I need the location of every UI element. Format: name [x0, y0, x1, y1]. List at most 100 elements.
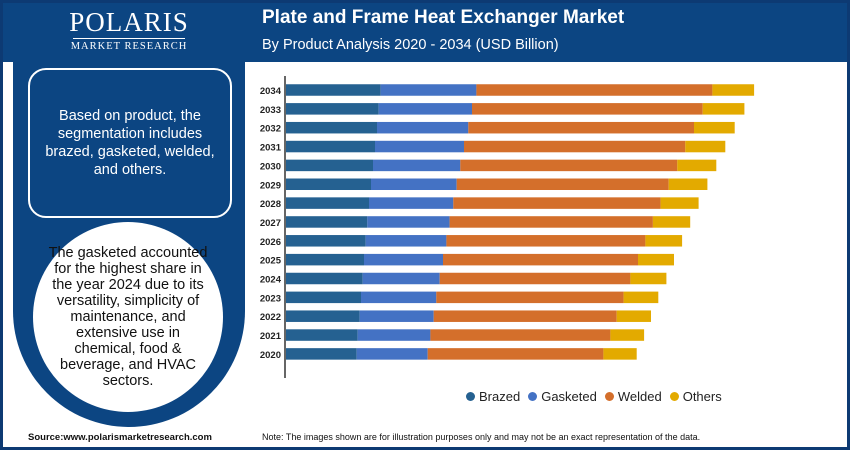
bar-welded-2020: [427, 348, 604, 360]
tick-label: 2021: [260, 331, 282, 342]
logo-divider: [73, 38, 185, 39]
legend-label: Gasketed: [541, 389, 597, 404]
bar-others-2029: [668, 178, 708, 190]
bar-gasketed-2021: [357, 329, 431, 341]
bar-others-2033: [702, 103, 745, 115]
bar-others-2025: [638, 253, 674, 266]
bar-brazed-2031: [286, 140, 375, 153]
legend-label: Brazed: [479, 389, 521, 404]
bar-gasketed-2025: [364, 253, 443, 266]
bar-gasketed-2026: [365, 235, 447, 247]
bar-brazed-2027: [286, 216, 368, 228]
bar-brazed-2021: [286, 329, 358, 341]
bar-others-2032: [694, 121, 735, 134]
chart-subtitle: By Product Analysis 2020 - 2034 (USD Bil…: [262, 37, 559, 53]
bar-brazed-2026: [286, 235, 366, 247]
segmentation-box: Based on product, the segmentation inclu…: [28, 68, 232, 218]
highlight-circle: The gasketed accounted for the highest s…: [33, 222, 223, 412]
bar-welded-2028: [453, 197, 661, 209]
tick-label: 2033: [260, 105, 281, 116]
tick-label: 2031: [260, 143, 282, 154]
legend-item-gasketed: Gasketed: [528, 389, 597, 404]
tick-label: 2029: [260, 180, 281, 191]
tick-label: 2034: [260, 86, 282, 97]
tick-label: 2020: [260, 350, 281, 361]
tick-label: 2022: [260, 312, 281, 323]
bar-welded-2021: [430, 329, 611, 341]
bar-welded-2034: [476, 84, 713, 96]
bar-brazed-2020: [286, 348, 357, 360]
bar-others-2034: [712, 84, 755, 96]
bar-gasketed-2028: [369, 197, 454, 209]
bar-welded-2024: [439, 272, 631, 285]
logo-tagline: MARKET RESEARCH: [70, 41, 188, 52]
disclaimer-note: Note: The images shown are for illustrat…: [262, 432, 701, 442]
bar-gasketed-2033: [378, 103, 472, 115]
bar-others-2020: [603, 348, 637, 360]
legend-label: Welded: [617, 389, 662, 404]
bar-gasketed-2029: [371, 178, 457, 190]
bar-gasketed-2034: [380, 84, 477, 96]
bar-brazed-2033: [286, 103, 379, 115]
bar-welded-2030: [460, 159, 678, 172]
bar-gasketed-2027: [367, 216, 450, 228]
bar-others-2022: [616, 310, 651, 322]
legend-marker: [528, 392, 538, 401]
bar-others-2030: [677, 159, 717, 172]
bar-others-2031: [685, 140, 726, 153]
bar-others-2023: [623, 291, 659, 304]
bar-brazed-2030: [286, 159, 373, 172]
bar-brazed-2024: [286, 272, 363, 285]
bar-others-2027: [652, 216, 691, 228]
bar-welded-2031: [464, 140, 686, 153]
bar-brazed-2029: [286, 178, 371, 190]
bar-gasketed-2023: [361, 291, 437, 304]
legend-item-brazed: Brazed: [466, 389, 520, 404]
bar-welded-2022: [433, 310, 617, 322]
bar-gasketed-2031: [375, 140, 464, 153]
highlight-text: The gasketed accounted for the highest s…: [48, 245, 208, 389]
segmentation-text: Based on product, the segmentation inclu…: [45, 108, 215, 178]
bar-welded-2025: [443, 253, 638, 266]
tick-label: 2025: [260, 256, 282, 267]
bar-others-2021: [610, 329, 645, 341]
tick-label: 2032: [260, 124, 281, 135]
bar-brazed-2022: [286, 310, 360, 322]
tick-label: 2026: [260, 237, 281, 248]
bar-brazed-2028: [286, 197, 369, 209]
bar-welded-2033: [472, 103, 703, 115]
bar-others-2024: [630, 272, 667, 285]
legend-marker: [669, 392, 679, 401]
legend-marker: [604, 392, 614, 401]
legend-label: Others: [682, 389, 722, 404]
legend-item-welded: Welded: [604, 389, 662, 404]
bar-brazed-2034: [286, 84, 381, 96]
bar-gasketed-2022: [359, 310, 434, 322]
legend-marker: [466, 392, 475, 401]
bar-gasketed-2032: [377, 121, 469, 134]
bar-brazed-2025: [286, 253, 364, 266]
stacked-bar-chart: 2034 2033 2032 2031 2030 2029 2028 2027 2026 2025…: [260, 76, 755, 378]
bar-gasketed-2030: [373, 159, 461, 172]
bar-brazed-2023: [286, 291, 361, 304]
bar-brazed-2032: [286, 121, 377, 134]
bar-gasketed-2024: [362, 272, 440, 285]
bar-welded-2023: [436, 291, 624, 304]
tick-label: 2030: [260, 161, 281, 172]
tick-label: 2024: [260, 275, 282, 286]
bar-others-2026: [645, 235, 683, 247]
logo-name: POLARIS: [69, 7, 189, 37]
bar-gasketed-2020: [356, 348, 428, 360]
bar-welded-2029: [456, 178, 669, 190]
bar-welded-2027: [449, 216, 653, 228]
bar-others-2028: [660, 197, 699, 209]
legend: Brazed Gasketed Welded Others: [466, 389, 722, 404]
polaris-logo: POLARIS MARKET RESEARCH: [13, 8, 245, 52]
bar-welded-2026: [446, 235, 646, 247]
tick-label: 2023: [260, 293, 281, 304]
bar-welded-2032: [468, 121, 694, 134]
tick-label: 2028: [260, 199, 281, 210]
legend-item-others: Others: [669, 389, 722, 404]
tick-label: 2027: [260, 218, 281, 229]
chart-title: Plate and Frame Heat Exchanger Market: [262, 7, 625, 28]
